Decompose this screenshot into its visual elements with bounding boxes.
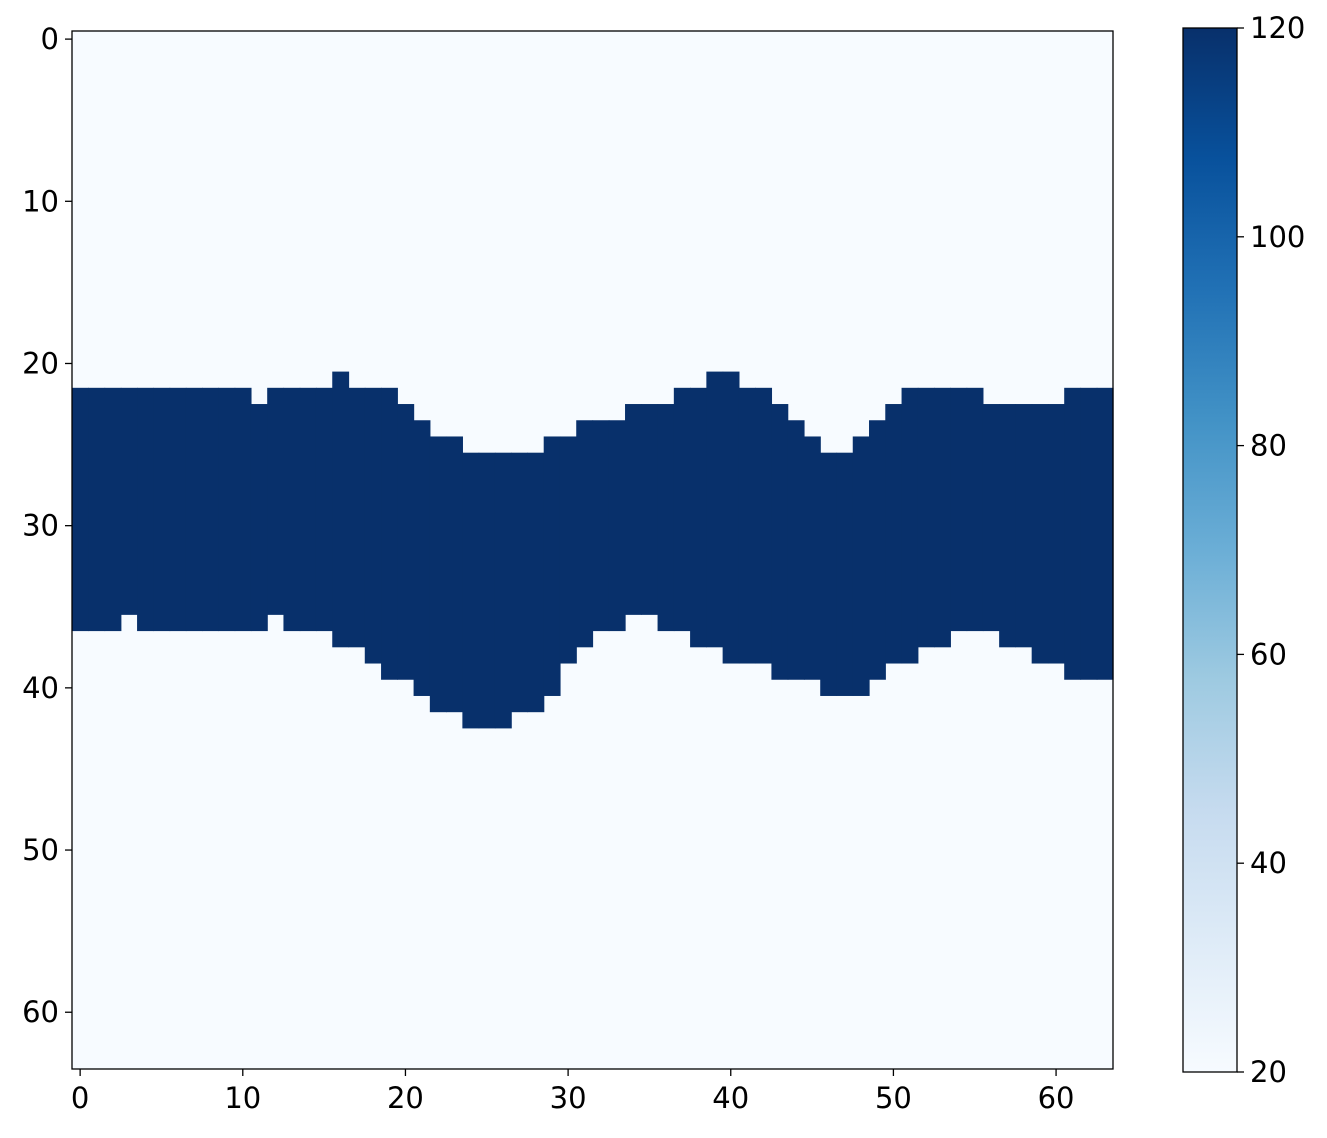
heatmap-column-34 (625, 404, 642, 615)
colorbar-tick-label-60: 60 (1250, 637, 1287, 671)
heatmap-column-50 (885, 404, 903, 664)
heatmap-column-33 (608, 420, 626, 632)
heatmap-column-27 (511, 452, 529, 713)
heatmap-column-20 (397, 404, 415, 680)
heatmap-column-49 (869, 420, 886, 680)
plot-area (71, 30, 1114, 1070)
heatmap-column-2 (104, 387, 122, 632)
y-tick-label-0: 0 (41, 22, 59, 56)
heatmap-column-24 (462, 452, 480, 729)
heatmap-column-37 (673, 387, 691, 632)
heatmap-column-32 (592, 420, 610, 632)
heatmap-column-0 (72, 387, 89, 632)
colorbar-tick-label-100: 100 (1250, 220, 1305, 254)
heatmap-column-21 (413, 420, 431, 696)
heatmap-column-23 (446, 436, 463, 713)
heatmap-column-18 (364, 387, 382, 664)
heatmap-column-47 (836, 452, 854, 696)
x-tick-label-0: 0 (71, 1081, 89, 1115)
heatmap-column-30 (559, 436, 577, 664)
colorbar-tick-label-40: 40 (1250, 846, 1287, 880)
heatmap-column-42 (755, 387, 773, 664)
heatmap-column-62 (1080, 387, 1098, 680)
x-tick-label-10: 10 (224, 1081, 261, 1115)
heatmap-column-11 (250, 404, 268, 632)
heatmap-column-25 (478, 452, 496, 729)
y-tick-label-40: 40 (22, 671, 59, 705)
colorbar-gradient (1182, 27, 1238, 1073)
y-tick-label-20: 20 (22, 346, 59, 380)
heatmap-column-44 (787, 420, 805, 680)
y-tick-label-50: 50 (22, 833, 59, 867)
heatmap-column-35 (641, 404, 659, 615)
heatmap-column-55 (966, 387, 984, 632)
colorbar-tick-label-120: 120 (1250, 11, 1305, 45)
heatmap-column-53 (934, 387, 951, 648)
heatmap-column-41 (738, 387, 756, 664)
plot-frame (71, 30, 1114, 1070)
heatmap-column-4 (137, 387, 154, 632)
x-tick-label-60: 60 (1038, 1081, 1075, 1115)
heatmap-column-52 (917, 387, 935, 648)
heatmap-column-38 (690, 387, 707, 648)
heatmap-column-58 (1015, 404, 1033, 648)
x-tick-label-40: 40 (712, 1081, 749, 1115)
heatmap-column-36 (657, 404, 675, 632)
heatmap-column-26 (494, 452, 512, 729)
y-tick-label-60: 60 (22, 995, 59, 1029)
x-tick-label-50: 50 (875, 1081, 912, 1115)
y-tick-label-30: 30 (22, 509, 59, 543)
heatmap-column-40 (722, 371, 740, 664)
heatmap-column-63 (1096, 387, 1114, 680)
heatmap-column-16 (332, 371, 350, 648)
heatmap-column-9 (218, 387, 236, 632)
heatmap-column-14 (299, 387, 317, 632)
x-tick-label-30: 30 (550, 1081, 587, 1115)
heatmap-column-3 (120, 387, 138, 615)
heatmap-column-5 (153, 387, 171, 632)
heatmap-column-39 (706, 371, 724, 648)
heatmap-column-28 (527, 452, 545, 713)
y-axis: 0 10 20 30 40 50 60 (22, 22, 72, 1029)
heatmap-column-22 (429, 436, 447, 713)
heatmap-column-13 (283, 387, 301, 632)
heatmap-column-19 (381, 387, 398, 680)
heatmap-column-60 (1047, 404, 1065, 664)
heatmap-column-56 (982, 404, 1000, 632)
heatmap-column-43 (771, 404, 789, 680)
heatmap-column-29 (543, 436, 561, 696)
x-tick-label-20: 20 (387, 1081, 424, 1115)
heatmap-column-17 (348, 387, 366, 648)
heatmap-column-6 (169, 387, 187, 632)
heatmap-column-10 (234, 387, 252, 632)
heatmap-column-57 (999, 404, 1017, 648)
heatmap-column-48 (852, 436, 870, 696)
colorbar-tick-label-20: 20 (1250, 1055, 1287, 1089)
heatmap-column-7 (185, 387, 203, 632)
heatmap-column-61 (1064, 387, 1082, 680)
heatmap-column-54 (950, 387, 968, 632)
x-axis: 0 10 20 30 40 50 60 (71, 1069, 1075, 1115)
colorbar-tick-label-80: 80 (1250, 429, 1287, 463)
heatmap-column-31 (576, 420, 594, 648)
heatmap-column-51 (901, 387, 919, 664)
heatmap-column-8 (202, 387, 219, 632)
colorbar: 20 40 60 80 100 120 (1182, 11, 1305, 1089)
heatmap-column-12 (267, 387, 285, 615)
heatmap-column-59 (1031, 404, 1049, 664)
heatmap-column-45 (803, 436, 821, 680)
heatmap-column-15 (315, 387, 333, 632)
heatmap-column-1 (88, 387, 106, 632)
y-tick-label-10: 10 (22, 184, 59, 218)
heatmap-column-46 (820, 452, 838, 696)
